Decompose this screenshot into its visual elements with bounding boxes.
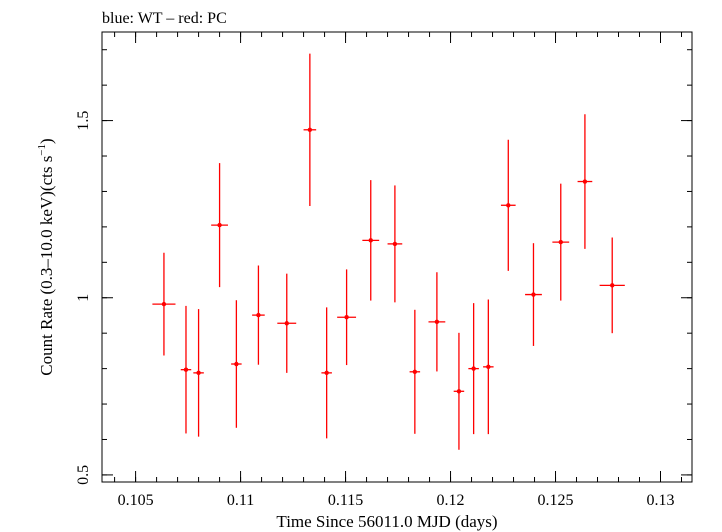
data-marker bbox=[183, 367, 189, 372]
x-tick-label: 0.105 bbox=[118, 492, 154, 509]
data-point bbox=[303, 53, 317, 206]
y-tick-labels: 0.5 1 1.5 bbox=[75, 111, 92, 485]
data-point bbox=[483, 299, 494, 435]
x-axis-label: Time Since 56011.0 MJD (days) bbox=[276, 512, 497, 531]
x-tick-label: 0.125 bbox=[538, 492, 574, 509]
x-tick-label: 0.11 bbox=[227, 492, 254, 509]
data-marker bbox=[368, 238, 373, 243]
data-marker bbox=[486, 364, 491, 370]
data-marker bbox=[307, 127, 313, 132]
data-marker bbox=[344, 315, 349, 320]
data-point bbox=[321, 307, 332, 439]
y-axis-label: Count Rate (0.3–10.0 keV)(cts s−1) bbox=[36, 138, 56, 375]
x-tick-label: 0.13 bbox=[647, 492, 675, 509]
y-axis-label-close: ) bbox=[37, 138, 56, 144]
data-point bbox=[525, 243, 542, 346]
data-point bbox=[362, 180, 380, 301]
data-point bbox=[193, 309, 204, 437]
data-point bbox=[453, 332, 465, 450]
data-marker bbox=[456, 389, 462, 394]
data-marker bbox=[471, 366, 476, 371]
y-axis-label-main: Count Rate (0.3–10.0 keV)(cts s bbox=[37, 156, 56, 376]
data-marker bbox=[256, 312, 261, 318]
data-point bbox=[468, 303, 479, 435]
y-tick-label: 1 bbox=[75, 294, 92, 302]
x-tick-label: 0.12 bbox=[437, 492, 465, 509]
y-tick-label: 1.5 bbox=[75, 111, 92, 131]
data-marker bbox=[531, 292, 536, 297]
data-marker bbox=[217, 222, 222, 228]
data-point bbox=[500, 139, 516, 271]
data-point bbox=[428, 272, 446, 372]
data-point bbox=[152, 252, 176, 356]
data-marker bbox=[412, 369, 418, 375]
data-marker bbox=[234, 361, 239, 367]
data-marker bbox=[434, 319, 440, 325]
data-point bbox=[577, 114, 593, 249]
data-point bbox=[387, 185, 403, 303]
x-tick-labels: 0.105 0.11 0.115 0.12 0.125 0.13 bbox=[118, 492, 675, 509]
data-marker bbox=[392, 241, 398, 247]
plot-frame bbox=[101, 31, 693, 483]
data-series bbox=[152, 53, 625, 450]
data-point bbox=[277, 273, 297, 373]
x-tick-label: 0.115 bbox=[328, 492, 363, 509]
data-marker bbox=[610, 283, 615, 288]
data-marker bbox=[582, 179, 588, 184]
data-point bbox=[211, 163, 228, 288]
data-marker bbox=[284, 321, 289, 326]
data-marker bbox=[558, 239, 563, 245]
data-point bbox=[252, 265, 265, 365]
y-tick-label: 0.5 bbox=[75, 465, 92, 485]
data-marker bbox=[161, 301, 167, 307]
data-point bbox=[337, 269, 357, 366]
axes-ticks bbox=[102, 32, 692, 482]
data-marker bbox=[324, 370, 329, 376]
data-marker bbox=[196, 370, 201, 376]
chart-title: blue: WT – red: PC bbox=[102, 10, 227, 27]
data-marker bbox=[506, 203, 511, 208]
data-point bbox=[180, 305, 192, 434]
data-point bbox=[231, 300, 242, 428]
data-point bbox=[409, 309, 421, 434]
data-point bbox=[552, 183, 570, 301]
y-axis-label-superscript: −1 bbox=[36, 144, 48, 156]
data-point bbox=[599, 237, 625, 334]
